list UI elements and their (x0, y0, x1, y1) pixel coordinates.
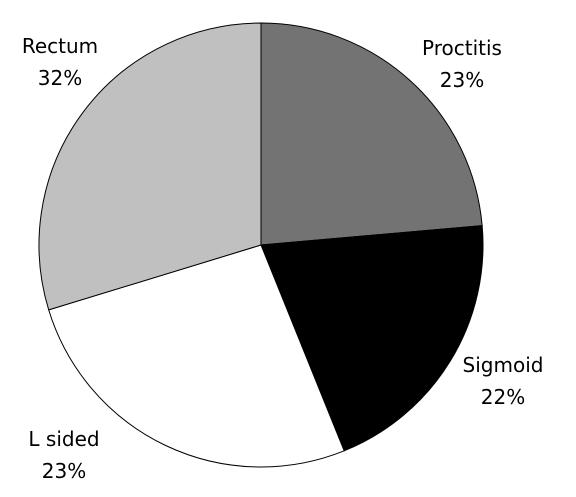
pie-slice-sigmoid (260, 225, 484, 452)
pie-slice-l-sided (48, 244, 345, 468)
slice-label-name: Rectum (22, 34, 98, 58)
slice-label-percent: 22% (481, 385, 525, 409)
slice-label-percent: 23% (42, 459, 86, 483)
pie-slice-rectum (38, 22, 262, 311)
pie-slices (38, 22, 484, 468)
slice-label-name: Sigmoid (463, 353, 544, 377)
pie-labels: Proctitis 23% Sigmoid 22% L sided 23% Rectum 32… (22, 34, 544, 483)
slice-label-name: Proctitis (422, 36, 502, 60)
pie-slice-proctitis (260, 22, 483, 246)
slice-label-percent: 23% (440, 68, 484, 92)
slice-label-name: L sided (28, 427, 99, 451)
slice-label-percent: 32% (38, 66, 82, 90)
